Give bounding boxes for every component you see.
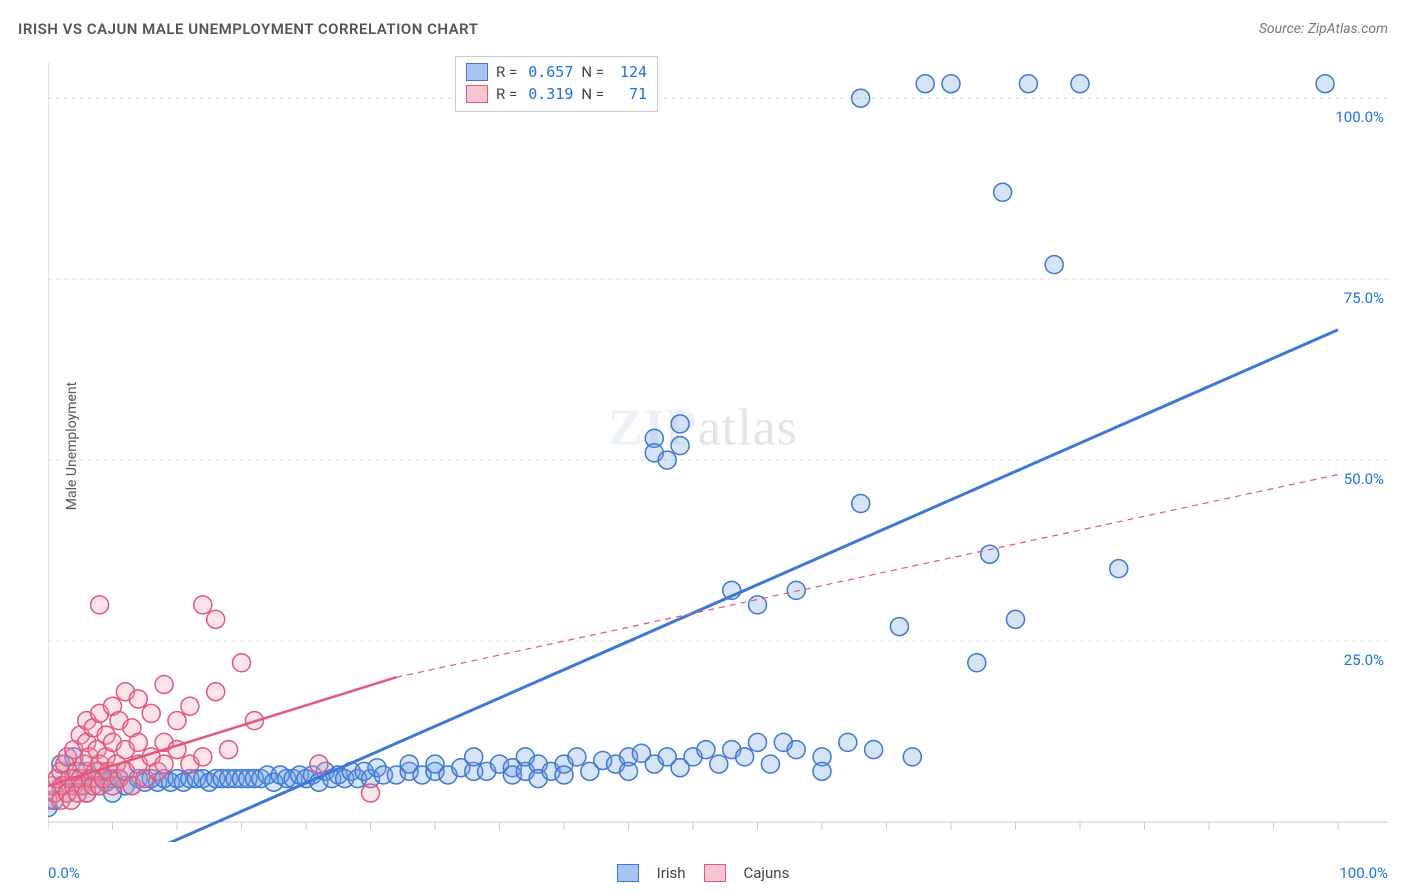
ytick-label-25: 25.0% [1344, 651, 1384, 669]
stats-row-cajuns: R = 0.319 N = 71 [466, 83, 647, 105]
chart-title: IRISH VS CAJUN MALE UNEMPLOYMENT CORRELA… [18, 20, 478, 38]
stats-n-label: N = [581, 63, 604, 81]
title-bar: IRISH VS CAJUN MALE UNEMPLOYMENT CORRELA… [18, 20, 1388, 38]
ytick-label-75: 75.0% [1344, 289, 1384, 307]
swatch-cajuns-icon [466, 85, 488, 103]
stats-r-label: R = [496, 63, 517, 81]
scatter-chart-svg [48, 52, 1388, 842]
legend-swatch-cajuns-icon [704, 864, 726, 882]
stats-cajuns-n: 71 [612, 85, 647, 103]
xaxis-legend: Irish Cajuns [0, 864, 1406, 882]
stats-row-irish: R = 0.657 N = 124 [466, 61, 647, 83]
stats-cajuns-r: 0.319 [525, 85, 573, 103]
legend-irish-label: Irish [657, 864, 686, 882]
source-label: Source: ZipAtlas.com [1259, 21, 1388, 37]
chart-container: IRISH VS CAJUN MALE UNEMPLOYMENT CORRELA… [0, 0, 1406, 892]
stats-box: R = 0.657 N = 124 R = 0.319 N = 71 [455, 56, 658, 112]
legend-cajuns-label: Cajuns [744, 864, 790, 882]
swatch-irish-icon [466, 63, 488, 81]
ytick-label-50: 50.0% [1344, 470, 1384, 488]
legend-swatch-irish-icon [617, 864, 639, 882]
stats-r-label-2: R = [496, 85, 517, 103]
source-name: ZipAtlas.com [1308, 21, 1388, 37]
stats-irish-n: 124 [612, 63, 647, 81]
stats-n-label-2: N = [581, 85, 604, 103]
source-prefix: Source: [1259, 21, 1308, 37]
stats-irish-r: 0.657 [525, 63, 573, 81]
plot-area [48, 52, 1388, 842]
ytick-label-100: 100.0% [1335, 108, 1384, 126]
